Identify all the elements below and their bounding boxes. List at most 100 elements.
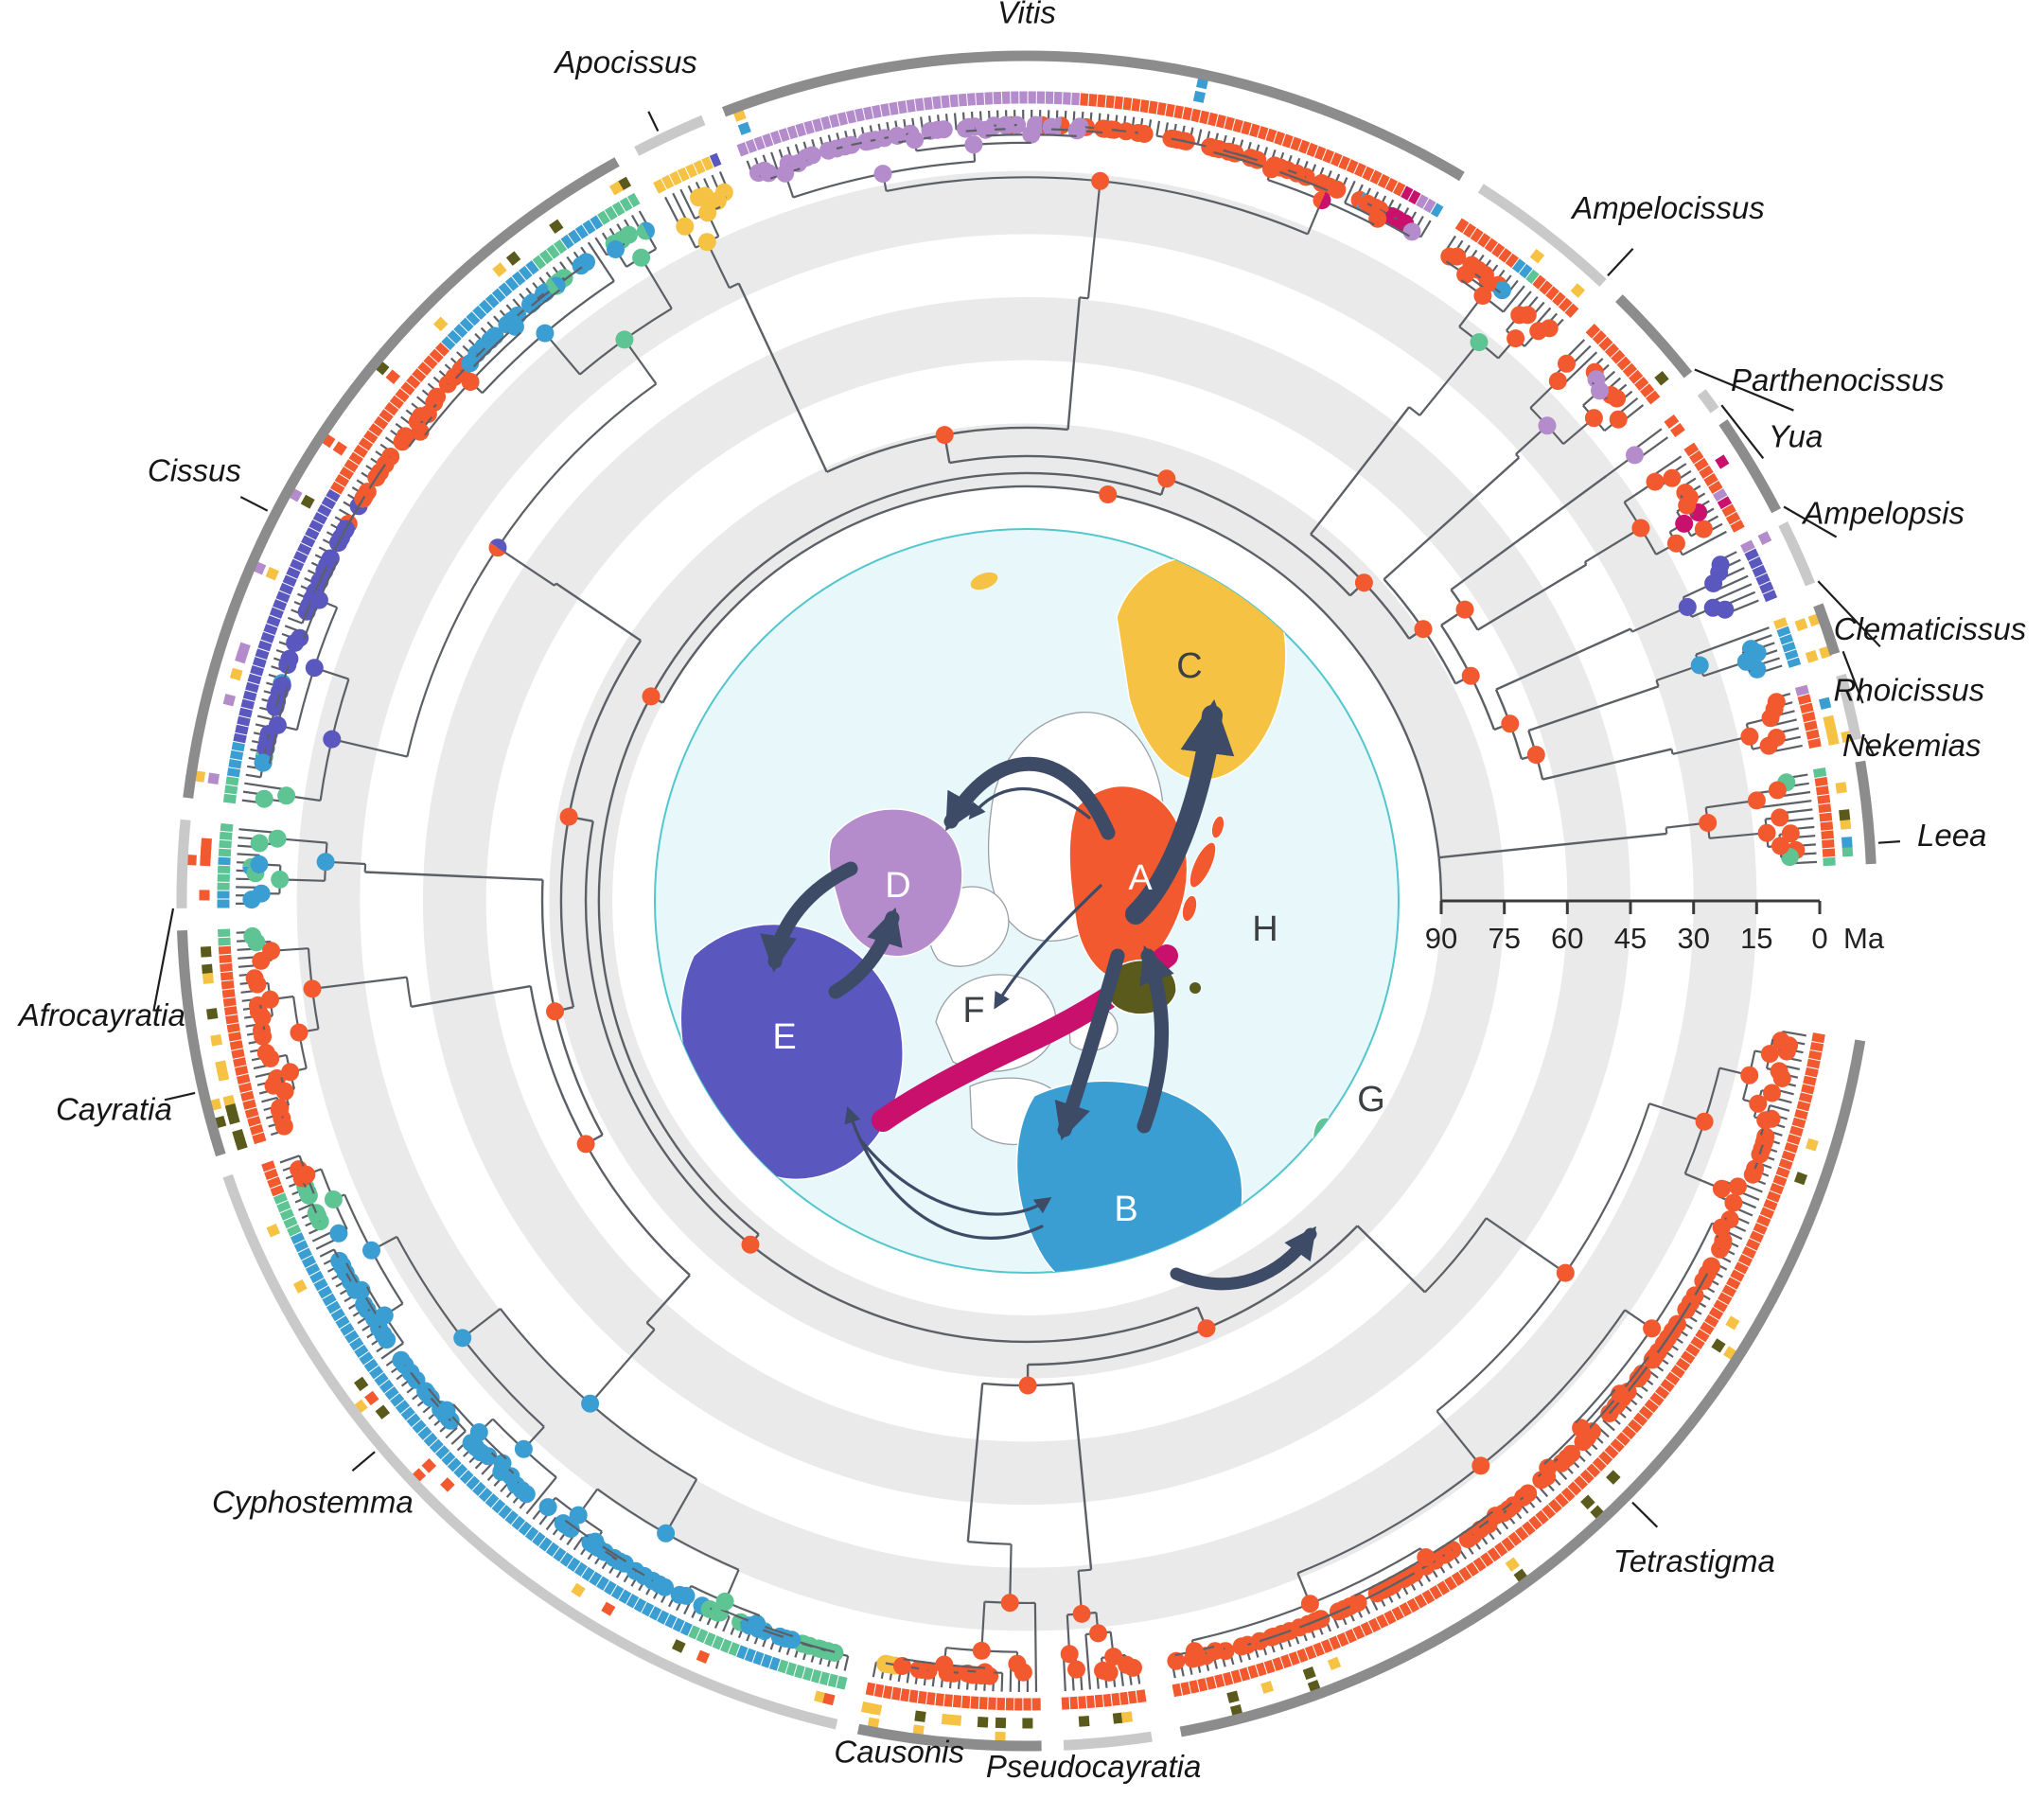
tip-accent-square [215,1060,228,1073]
tree-branch [1419,220,1432,238]
ancestral-range-node [893,1657,911,1675]
tip-accent-square [696,1649,711,1665]
tree-branch-arc [1515,453,1521,459]
tip-accent-square [1570,283,1586,298]
ancestral-range-node [461,373,480,391]
tree-branch [1310,406,1411,536]
ancestral-range-node [253,1021,271,1040]
tip-accent-square [1715,454,1730,469]
ancestral-range-node [996,115,1014,134]
tree-branch [966,1383,984,1543]
tip-accent-square [995,1717,1007,1729]
tree-branch [1782,1031,1806,1037]
tree-branch [1757,800,1812,809]
genus-arc-leea [1855,760,1877,865]
ancestral-range-node [1348,1594,1367,1612]
ancestral-range-node [461,354,480,373]
ancestral-range-node [297,1165,316,1184]
genus-clade-afrocayratia [185,821,367,909]
ancestral-range-node [1771,837,1789,855]
ancestral-range-node [1473,287,1492,305]
tip-accent-square [217,1068,230,1082]
tree-branch-arc [1437,857,1442,890]
tip-accent-square [200,846,212,858]
tree-branch [1542,748,1672,781]
ancestral-range-node [323,730,342,749]
ancestral-range-node [1262,160,1280,179]
tip-accent-square [385,369,401,384]
ancestral-range-node [1167,1651,1186,1670]
tree-branch [1602,1419,1615,1432]
ancestral-range-node [479,1447,498,1466]
genus-clade-cyphostemma [259,1155,850,1706]
ancestral-range-node [642,687,661,706]
ancestral-range-node [1300,1595,1319,1613]
tree-branch [1155,120,1161,136]
ancestral-range-node [576,1135,595,1154]
tip-region-square [1031,1697,1042,1712]
world-map: A B C D E F G H [654,528,1400,1291]
genus-arc-ampelopsis [1718,419,1781,514]
tip-accent-square [227,1111,240,1125]
genus-label-parthenocissus: Parthenocissus [1731,362,1945,397]
ancestral-range-pie-node [1313,191,1331,210]
ancestral-range-node [445,368,464,386]
ancestral-range-node [268,715,287,734]
genus-leader-line [647,111,660,132]
ancestral-range-node [1470,333,1489,352]
tree-branch [411,984,531,1008]
ancestral-range-node [972,1641,991,1660]
ancestral-range-node [715,1592,734,1611]
ancestral-range-node [586,1532,605,1551]
tree-branch [589,1329,656,1404]
dispersal-arrow-a-c-thick [1125,698,1235,925]
ancestral-range-node [1694,520,1713,538]
map-region-d [828,808,963,958]
tree-branch [1196,129,1203,145]
tree-branch-arc [1670,749,1674,755]
genus-clade-apocissus [651,151,740,290]
ancestral-range-node [1663,468,1682,487]
tree-branch [244,782,288,791]
axis-tick-label: 60 [1551,922,1583,955]
tip-accent-square [234,1137,248,1151]
tip-accent-square [235,650,248,664]
tip-accent-square [1841,845,1854,857]
ancestral-range-node [1609,410,1628,429]
ancestral-range-node [1747,791,1766,810]
genus-leader-line [1720,404,1765,459]
tip-accent-square [229,667,243,681]
tip-accent-square [1580,1494,1595,1510]
tree-branch-arc [967,1541,1012,1545]
genus-leader-line [1607,247,1634,276]
ancestral-range-node [453,1329,472,1348]
tip-region-square [1135,1688,1148,1704]
region-label-f: F [962,991,984,1031]
tree-branch [1584,527,1642,563]
tip-accent-square [860,1701,873,1714]
ancestral-range-pie-node [488,538,507,557]
map-island [970,572,998,591]
tip-accent-square [332,441,347,456]
ancestral-range-node [1042,117,1061,136]
ancestral-range-node [1185,1642,1204,1661]
ancestral-range-node [1584,409,1603,428]
tree-branch [445,1426,458,1439]
tree-branch [331,738,408,758]
tip-region-square [251,1131,268,1146]
ancestral-range-node [1104,1648,1123,1666]
ancestral-range-node [505,317,524,336]
genus-arc-ampelocissus [1477,184,1607,287]
tip-region-square [1683,441,1700,458]
tip-accent-square [950,1714,962,1726]
tree-branch [1071,1383,1093,1570]
tip-accent-square [185,855,197,866]
ancestral-range-node [1712,1218,1731,1237]
region-label-e: E [772,1017,796,1057]
ancestral-range-node [1763,1084,1781,1102]
tip-region-square [221,792,238,805]
ancestral-range-node [1740,1066,1759,1084]
ancestral-range-node [935,1655,954,1674]
ancestral-range-node [1094,119,1113,138]
time-axis: 90 75 60 45 30 15 0 Ma [1425,899,1885,955]
